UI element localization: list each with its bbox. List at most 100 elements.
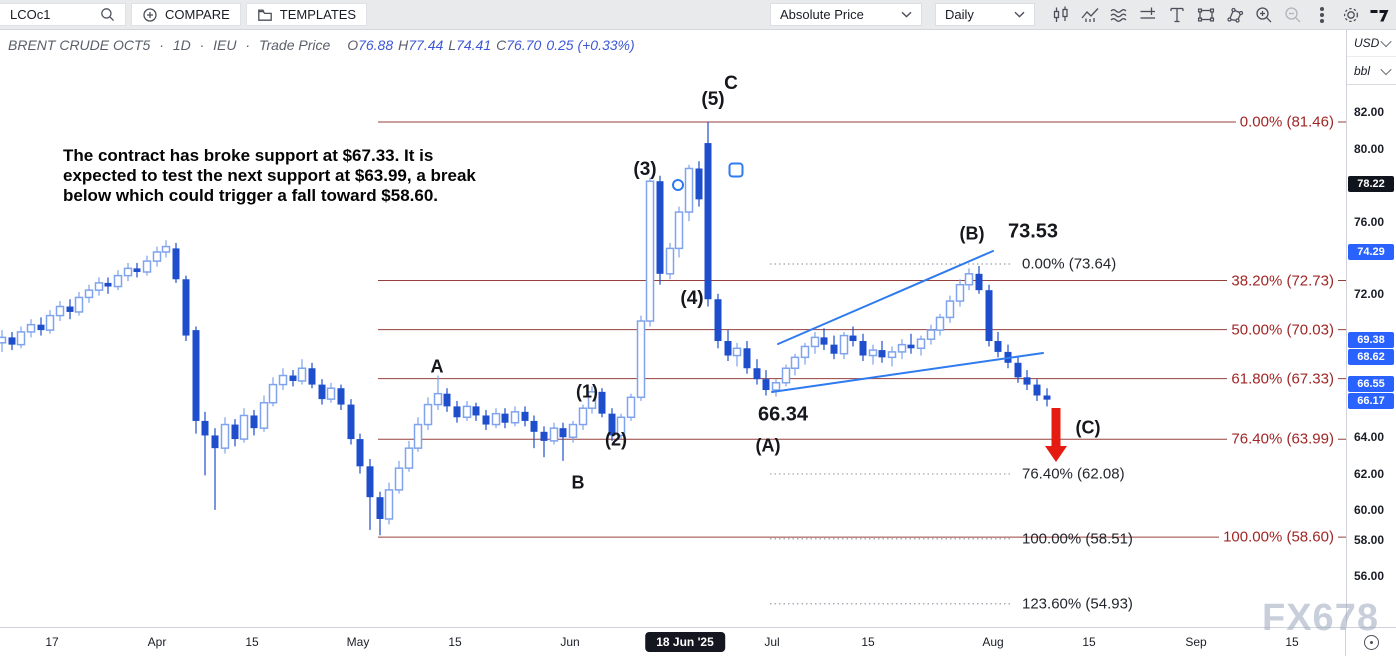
price-badge: 66.55 bbox=[1348, 376, 1394, 392]
currency-select[interactable]: USD bbox=[1347, 29, 1396, 56]
legend-venue: IEU bbox=[213, 37, 237, 53]
wave-label[interactable]: A bbox=[430, 356, 444, 377]
compare-plus-icon bbox=[143, 7, 157, 22]
wave-label[interactable]: (B) bbox=[959, 223, 985, 244]
price-tick: 80.00 bbox=[1354, 142, 1385, 156]
time-tick: Apr bbox=[147, 635, 167, 649]
price-tick: 62.00 bbox=[1354, 467, 1385, 481]
price-axis[interactable]: USD bbl 82.00 80.00 76.00 72.00 64.00 62.00 60… bbox=[1346, 29, 1396, 628]
price-tick: 72.00 bbox=[1354, 287, 1385, 301]
top-toolbar: LCOc1 COMPARE TEMPLATES Absolute Price D… bbox=[0, 0, 1396, 30]
unit-selector: USD bbl bbox=[1347, 29, 1396, 85]
wave-label[interactable]: (A) bbox=[755, 435, 781, 456]
legend-change: 0.25 (+0.33%) bbox=[546, 37, 635, 53]
price-badge: 68.62 bbox=[1348, 349, 1394, 365]
search-icon bbox=[101, 8, 115, 22]
zoom-out-icon[interactable] bbox=[1280, 2, 1305, 27]
fib-level-label[interactable]: 123.60% (54.93) bbox=[1022, 595, 1133, 613]
wave-label[interactable]: (2) bbox=[605, 429, 627, 450]
highlighted-date-badge: 18 Jun '25 bbox=[645, 632, 725, 652]
time-tick: Jun bbox=[560, 635, 580, 649]
fib-level-label[interactable]: 38.20% (72.73) bbox=[1227, 272, 1338, 290]
price-tick: 60.00 bbox=[1354, 503, 1385, 517]
candlestick-style-icon[interactable] bbox=[1048, 2, 1073, 27]
price-badge: 66.17 bbox=[1348, 393, 1394, 409]
fib-level-label[interactable]: 0.00% (81.46) bbox=[1235, 113, 1338, 131]
analysis-note-line2: expected to test the next support at $63… bbox=[63, 166, 476, 185]
analysis-note-line1: The contract has broke support at $67.33… bbox=[63, 146, 434, 165]
analysis-note-line3: below which could trigger a fall toward … bbox=[63, 186, 439, 205]
time-tick: 15 bbox=[245, 635, 259, 649]
fib-level-label[interactable]: 61.80% (67.33) bbox=[1227, 370, 1338, 388]
price-tick: 64.00 bbox=[1354, 430, 1385, 444]
price-mode-value: Absolute Price bbox=[780, 7, 864, 22]
price-badge: 78.22 bbox=[1348, 176, 1394, 192]
legend-series: Trade Price bbox=[258, 37, 331, 53]
fib-level-label[interactable]: 0.00% (73.64) bbox=[1022, 255, 1117, 273]
text-tool-icon[interactable] bbox=[1164, 2, 1189, 27]
fib-level-label[interactable]: 50.00% (70.03) bbox=[1227, 321, 1338, 339]
fib-level-label[interactable]: 76.40% (63.99) bbox=[1227, 430, 1338, 448]
price-badge: 69.38 bbox=[1348, 332, 1394, 348]
analysis-note[interactable]: The contract has broke support at $67.33… bbox=[63, 146, 476, 206]
legend-symbol: BRENT CRUDE OCT5 bbox=[8, 37, 151, 53]
chevron-down-icon bbox=[1380, 35, 1392, 47]
interval-value: Daily bbox=[945, 7, 974, 22]
compare-waves-icon[interactable] bbox=[1106, 2, 1131, 27]
compare-label: COMPARE bbox=[165, 7, 230, 22]
symbol-search[interactable]: LCOc1 bbox=[0, 3, 126, 26]
time-tick: Sep bbox=[1185, 635, 1207, 649]
wave-label[interactable]: (1) bbox=[576, 381, 598, 402]
price-tick: 76.00 bbox=[1354, 215, 1385, 229]
wave-label[interactable]: (4) bbox=[680, 288, 704, 309]
price-tick: 56.00 bbox=[1354, 569, 1385, 583]
fib-level-label[interactable]: 76.40% (62.08) bbox=[1022, 465, 1125, 483]
symbol-text: LCOc1 bbox=[10, 7, 51, 22]
wave-label[interactable]: B bbox=[571, 472, 585, 493]
chart-legend[interactable]: BRENT CRUDE OCT5 · 1D · IEU · Trade Pric… bbox=[8, 37, 635, 53]
tradingview-logo[interactable] bbox=[1367, 2, 1392, 27]
settings-gear-icon[interactable] bbox=[1338, 2, 1363, 27]
wave-label[interactable]: 66.34 bbox=[757, 403, 809, 426]
price-tick: 58.00 bbox=[1354, 533, 1385, 547]
wave-label[interactable]: (3) bbox=[633, 159, 657, 180]
legend-interval: 1D bbox=[172, 37, 191, 53]
zoom-in-icon[interactable] bbox=[1251, 2, 1276, 27]
time-tick: 17 bbox=[45, 635, 59, 649]
time-tick: 15 bbox=[861, 635, 875, 649]
price-mode-select[interactable]: Absolute Price bbox=[770, 3, 922, 26]
chevron-down-icon bbox=[1380, 63, 1392, 75]
folder-icon bbox=[257, 9, 272, 21]
wave-label[interactable]: (5) bbox=[701, 89, 725, 110]
price-levels-icon[interactable] bbox=[1135, 2, 1160, 27]
templates-button[interactable]: TEMPLATES bbox=[245, 3, 368, 26]
time-tick: 15 bbox=[1285, 635, 1299, 649]
compare-button[interactable]: COMPARE bbox=[131, 3, 241, 26]
wave-label[interactable]: C bbox=[724, 73, 738, 94]
wave-label[interactable]: (C) bbox=[1075, 417, 1101, 438]
time-tick: Jul bbox=[764, 635, 780, 649]
legend-ohlc: O76.88 H77.44 L74.41 C76.70 0.25 (+0.33%) bbox=[347, 37, 635, 53]
time-tick: 15 bbox=[448, 635, 462, 649]
time-tick: 15 bbox=[1082, 635, 1096, 649]
price-badge: 74.29 bbox=[1348, 244, 1394, 260]
indicators-icon[interactable] bbox=[1077, 2, 1102, 27]
time-tick: Aug bbox=[982, 635, 1004, 649]
time-axis[interactable]: 17 Apr 15 May 15 Jun Jul 15 Aug 15 Sep 15 18 Jun '25 bbox=[0, 627, 1346, 656]
interval-select[interactable]: Daily bbox=[935, 3, 1035, 26]
unit-select[interactable]: bbl bbox=[1347, 56, 1396, 84]
chevron-down-icon bbox=[901, 11, 912, 18]
scales-settings-icon[interactable] bbox=[1363, 634, 1379, 650]
fib-level-label[interactable]: 100.00% (58.51) bbox=[1022, 530, 1133, 548]
polygon-tool-icon[interactable] bbox=[1222, 2, 1247, 27]
wave-label[interactable]: 73.53 bbox=[1007, 220, 1059, 243]
fib-level-label[interactable]: 100.00% (58.60) bbox=[1219, 528, 1338, 546]
time-tick: May bbox=[346, 635, 370, 649]
rectangle-tool-icon[interactable] bbox=[1193, 2, 1218, 27]
templates-label: TEMPLATES bbox=[279, 7, 357, 22]
axis-corner[interactable] bbox=[1345, 627, 1396, 656]
more-options-icon[interactable] bbox=[1309, 2, 1334, 27]
